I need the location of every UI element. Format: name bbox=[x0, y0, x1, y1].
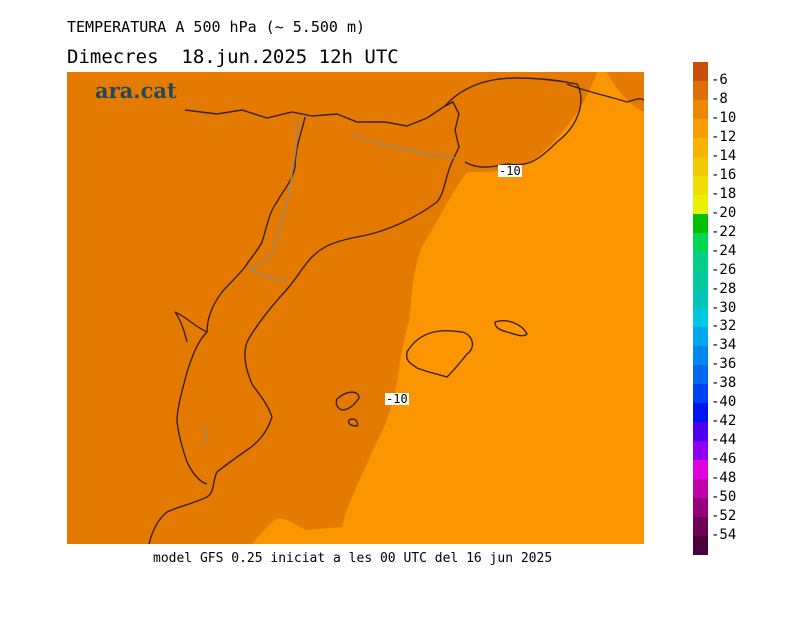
color-scale-label: -54 bbox=[711, 527, 737, 544]
color-scale-label: -52 bbox=[711, 508, 737, 525]
color-scale-segment bbox=[693, 498, 708, 518]
color-scale-label: -16 bbox=[711, 166, 737, 183]
color-scale-segment bbox=[693, 327, 708, 347]
color-scale-label: -10 bbox=[711, 109, 737, 126]
color-scale-label: -50 bbox=[711, 489, 737, 506]
color-scale-segment bbox=[693, 365, 708, 385]
color-scale-segment bbox=[693, 346, 708, 366]
coastlines bbox=[148, 77, 644, 544]
color-scale-segment bbox=[693, 536, 708, 556]
model-info: model GFS 0.25 iniciat a les 00 UTC del … bbox=[153, 551, 553, 566]
color-scale-label: -40 bbox=[711, 394, 737, 411]
color-scale-segment bbox=[693, 308, 708, 328]
color-scale-segment bbox=[693, 460, 708, 480]
color-scale-segment bbox=[693, 422, 708, 442]
zone-ne-blob bbox=[607, 72, 644, 112]
color-scale-label: -26 bbox=[711, 261, 737, 278]
color-scale-label: -14 bbox=[711, 147, 737, 164]
color-scale-label: -36 bbox=[711, 356, 737, 373]
color-scale-segment bbox=[693, 270, 708, 291]
color-scale-label: -30 bbox=[711, 299, 737, 316]
color-scale-segment bbox=[693, 175, 708, 196]
color-scale-segment bbox=[693, 441, 708, 461]
color-scale-segment bbox=[693, 156, 708, 177]
color-scale-label: -6 bbox=[711, 71, 728, 88]
color-scale-label: -48 bbox=[711, 470, 737, 487]
color-scale-bar bbox=[693, 62, 708, 556]
political-borders bbox=[201, 116, 456, 445]
color-scale-segment bbox=[693, 251, 708, 272]
color-scale-segment bbox=[693, 403, 708, 423]
color-scale-label: -18 bbox=[711, 185, 737, 202]
color-scale-segment bbox=[693, 194, 708, 215]
color-scale-segment bbox=[693, 479, 708, 499]
color-scale-label: -46 bbox=[711, 451, 737, 468]
color-scale-segment bbox=[693, 80, 708, 101]
color-scale-segment bbox=[693, 118, 708, 139]
color-scale-segment bbox=[693, 517, 708, 537]
color-scale-segment bbox=[693, 62, 708, 82]
color-scale-segment bbox=[693, 213, 708, 234]
color-scale-label: -28 bbox=[711, 280, 737, 297]
color-scale-label: -8 bbox=[711, 90, 728, 107]
temperature-map: ara.cat -10 -10 bbox=[67, 72, 644, 544]
contour-label-2: -10 bbox=[385, 392, 409, 406]
color-scale-label: -24 bbox=[711, 242, 737, 259]
color-scale-segment bbox=[693, 137, 708, 158]
color-scale-label: -22 bbox=[711, 223, 737, 240]
color-scale-label: -32 bbox=[711, 318, 737, 335]
color-scale-label: -12 bbox=[711, 128, 737, 145]
color-scale-label: -38 bbox=[711, 375, 737, 392]
color-scale-segment bbox=[693, 99, 708, 120]
chart-subtitle: Dimecres 18.jun.2025 12h UTC bbox=[67, 46, 399, 68]
color-scale-label: -20 bbox=[711, 204, 737, 221]
color-scale-label: -42 bbox=[711, 413, 737, 430]
color-scale-segment bbox=[693, 232, 708, 253]
color-scale-label: -34 bbox=[711, 337, 737, 354]
chart-title: TEMPERATURA A 500 hPa (~ 5.500 m) bbox=[67, 18, 366, 36]
map-canvas bbox=[67, 72, 644, 544]
zone-minus10-minus8 bbox=[67, 72, 597, 544]
color-scale-segment bbox=[693, 289, 708, 309]
color-scale-segment bbox=[693, 384, 708, 404]
contour-label-1: -10 bbox=[498, 164, 522, 178]
color-scale-labels: -6 -8 -10 -12 -14 -16 -18 -20 -22 -24 -26 -28 -30 -32… bbox=[711, 62, 791, 555]
color-scale-label: -44 bbox=[711, 432, 737, 449]
ara-cat-logo: ara.cat bbox=[95, 78, 177, 103]
